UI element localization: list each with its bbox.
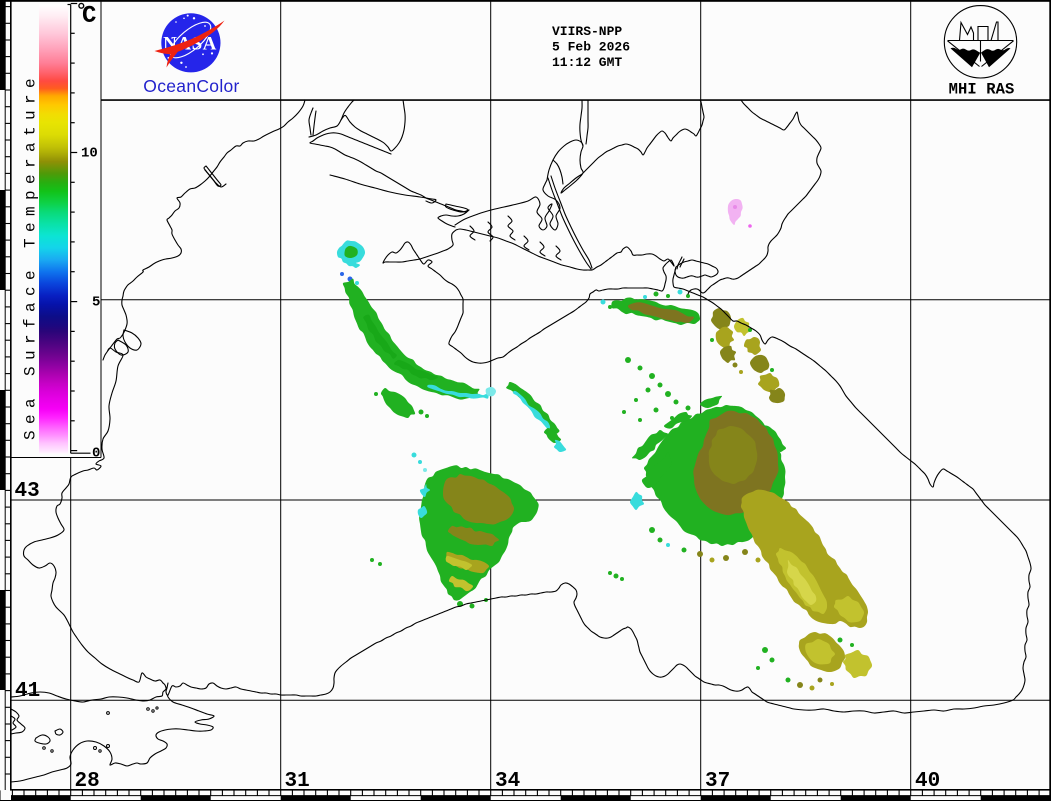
svg-text:11:12 GMT: 11:12 GMT: [552, 55, 622, 70]
svg-text:43: 43: [15, 480, 40, 503]
svg-text:34: 34: [495, 770, 520, 793]
svg-text:VIIRS-NPP: VIIRS-NPP: [552, 24, 622, 39]
svg-text:10: 10: [81, 146, 98, 162]
svg-text:41: 41: [15, 680, 40, 703]
svg-text:OceanColor: OceanColor: [143, 76, 239, 96]
svg-text:C: C: [82, 3, 96, 30]
svg-text:40: 40: [915, 770, 940, 793]
svg-text:31: 31: [285, 770, 310, 793]
svg-text:5: 5: [92, 295, 100, 311]
svg-text:5 Feb 2026: 5 Feb 2026: [552, 40, 630, 55]
svg-text:28: 28: [75, 770, 100, 793]
svg-text:MHI RAS: MHI RAS: [949, 81, 1015, 99]
svg-text:37: 37: [705, 770, 730, 793]
svg-text:0: 0: [92, 446, 100, 462]
svg-text:Sea Surface Temperature: Sea Surface Temperature: [22, 72, 40, 440]
